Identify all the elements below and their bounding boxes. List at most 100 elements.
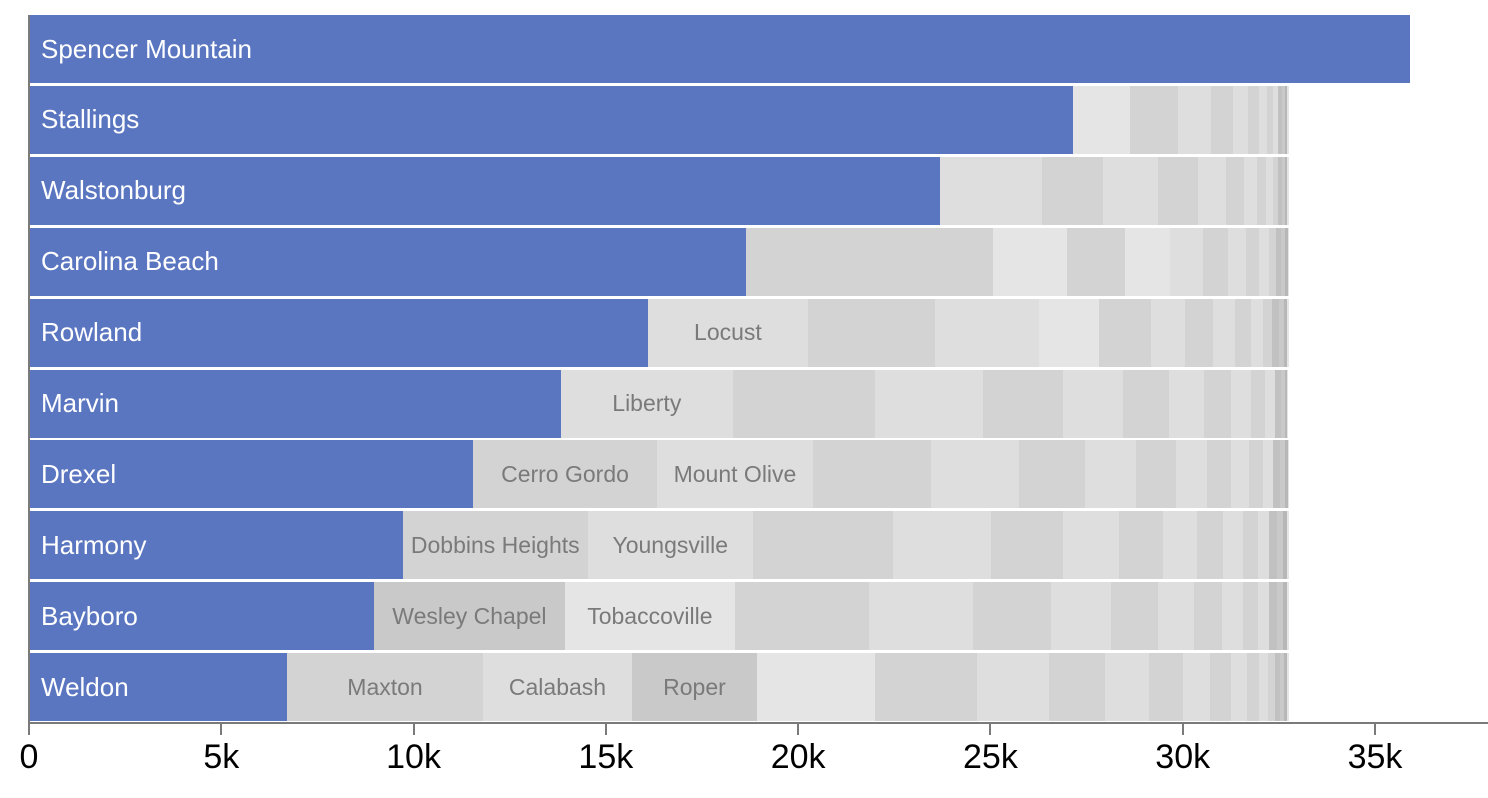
stack-segment	[752, 511, 893, 580]
stack-segment	[931, 440, 1020, 509]
stack-segment	[875, 653, 977, 722]
stack-segment	[1262, 298, 1272, 367]
stack-segment	[1257, 156, 1267, 225]
stack-segment	[1274, 653, 1280, 722]
stack-segment	[1275, 227, 1281, 296]
stack-segment	[1038, 298, 1099, 367]
stack-segment	[1284, 85, 1287, 154]
stack-segment	[892, 511, 991, 580]
x-axis-tick	[604, 724, 607, 735]
bar-row: Carolina Beach	[30, 227, 1289, 296]
stack-segment	[1279, 440, 1285, 509]
stack-segment	[940, 156, 1042, 225]
x-axis-tick	[412, 724, 415, 735]
x-axis-tick	[797, 724, 800, 735]
primary-bar: Weldon	[30, 653, 288, 722]
stack-segment	[1098, 298, 1151, 367]
stack-segment	[745, 227, 882, 296]
stack-segment	[1227, 227, 1246, 296]
primary-bar: Bayboro	[30, 582, 374, 651]
bar-row: Stallings	[30, 85, 1289, 154]
primary-bar: Spencer Mountain	[30, 15, 1410, 83]
x-axis-tick	[1374, 724, 1376, 735]
stack-segment	[1272, 85, 1278, 154]
x-axis-tick	[989, 724, 992, 735]
stack-segment: Tobaccoville	[564, 582, 735, 651]
stack-segment	[1287, 369, 1289, 438]
stack-segment	[1285, 156, 1288, 225]
x-axis-tick-label: 5k	[203, 738, 240, 776]
stack-segment	[1244, 156, 1258, 225]
segment-label: Maxton	[347, 673, 423, 700]
bar-label: Walstonburg	[41, 175, 186, 206]
x-axis-tick	[28, 724, 30, 735]
stack-segment	[1225, 156, 1244, 225]
stack-segment	[1122, 369, 1169, 438]
stack-segment	[1246, 653, 1259, 722]
stack-segment	[1249, 440, 1264, 509]
stack-segment	[1273, 156, 1278, 225]
bar-label: Spencer Mountain	[41, 33, 253, 64]
x-axis-tick-label: 20k	[770, 738, 826, 776]
stack-segment	[1245, 227, 1259, 296]
stack-segment	[1268, 582, 1277, 651]
stack-segment	[1258, 227, 1269, 296]
stack-segment	[976, 653, 1049, 722]
stack-segment	[1276, 511, 1283, 580]
bar-label: Stallings	[41, 104, 140, 135]
stack-segment	[1280, 227, 1285, 296]
stack-segment	[756, 653, 876, 722]
stack-segment	[1286, 653, 1289, 722]
bar-row: Marvin Liberty	[30, 369, 1289, 438]
stack-segment	[1129, 85, 1178, 154]
stack-segment	[1282, 156, 1286, 225]
stack-segment: Maxton	[287, 653, 483, 722]
stack-segment	[990, 511, 1063, 580]
stack-segment	[1104, 653, 1149, 722]
stack-segment	[1050, 582, 1111, 651]
x-axis-tick-label: 30k	[1155, 738, 1211, 776]
x-axis-tick	[1181, 724, 1184, 735]
stack-segment	[1124, 227, 1170, 296]
stack-segment	[732, 369, 875, 438]
stack-segment	[1267, 653, 1275, 722]
stack-segment	[1242, 582, 1258, 651]
primary-bar: Harmony	[30, 511, 403, 580]
primary-bar: Stallings	[30, 85, 1073, 154]
stack-segment	[1072, 85, 1130, 154]
stack-segment	[1242, 511, 1258, 580]
stack-segment	[1212, 298, 1235, 367]
bar-label: Bayboro	[41, 600, 138, 631]
primary-bar: Drexel	[30, 440, 473, 509]
stack-segment	[1271, 298, 1279, 367]
stack-segment	[1287, 156, 1289, 225]
stack-segment	[1230, 369, 1251, 438]
segment-label: Youngsville	[612, 531, 729, 558]
stack-segment	[812, 440, 931, 509]
stack-segment	[1162, 511, 1197, 580]
stack-segment: Youngsville	[587, 511, 753, 580]
stack-segment	[1169, 227, 1203, 296]
segment-label: Mount Olive	[673, 460, 797, 487]
stack-segment: Locust	[647, 298, 808, 367]
stack-segment	[1157, 156, 1198, 225]
stack-segment	[874, 369, 983, 438]
stack-segment	[1277, 85, 1282, 154]
segment-label: Tobaccoville	[587, 602, 713, 629]
stack-segment	[1197, 156, 1226, 225]
stack-segment	[1287, 227, 1289, 296]
y-axis-line	[28, 15, 30, 735]
stack-segment	[1193, 582, 1222, 651]
primary-bar: Marvin	[30, 369, 561, 438]
stack-segment	[1234, 298, 1251, 367]
stack-segment	[1285, 369, 1288, 438]
stack-segment: Liberty	[560, 369, 733, 438]
x-axis-line	[28, 722, 1488, 724]
stack-segment	[1250, 298, 1263, 367]
stack-segment	[1286, 511, 1289, 580]
primary-bar: Walstonburg	[30, 156, 941, 225]
stack-segment	[1118, 511, 1163, 580]
x-axis-tick	[220, 724, 223, 735]
stack-segment	[1284, 227, 1288, 296]
